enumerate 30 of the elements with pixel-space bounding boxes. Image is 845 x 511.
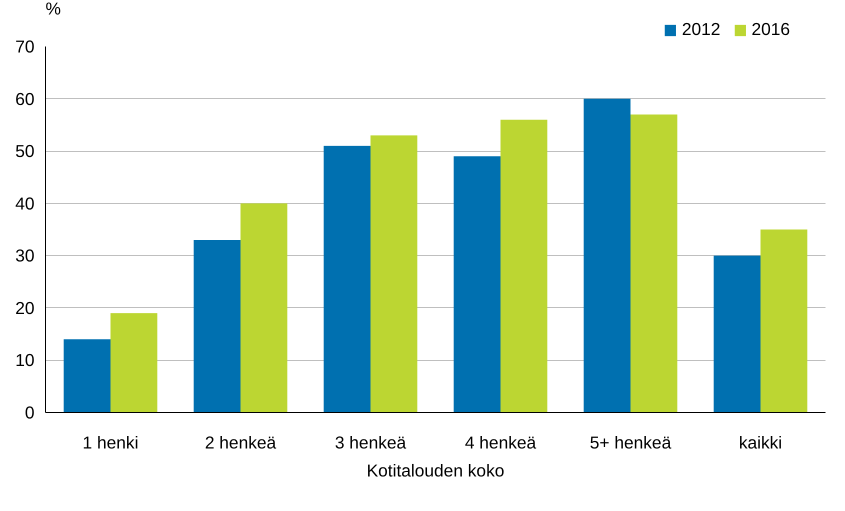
bar bbox=[110, 313, 158, 412]
x-tick-label: 2 henkeä bbox=[204, 432, 277, 452]
bar bbox=[630, 114, 678, 412]
bar bbox=[454, 156, 500, 412]
y-tick-label: 60 bbox=[15, 88, 35, 109]
y-tick-label: 30 bbox=[15, 246, 35, 266]
bar bbox=[500, 120, 548, 412]
y-tick-label: 40 bbox=[15, 193, 35, 214]
y-tick-label: 70 bbox=[15, 36, 35, 56]
x-tick-label: 4 henkeä bbox=[464, 432, 537, 452]
x-axis-title: Kotitalouden koko bbox=[366, 460, 504, 480]
x-tick-label: 5+ henkeä bbox=[590, 432, 672, 452]
bar bbox=[714, 256, 760, 412]
x-tick-label: kaikki bbox=[738, 432, 782, 452]
y-axis-title: % bbox=[46, 0, 61, 18]
y-tick-label: 50 bbox=[15, 141, 35, 162]
legend-label: 2016 bbox=[751, 19, 790, 40]
bar bbox=[760, 230, 808, 412]
bar bbox=[194, 240, 240, 412]
x-tick-label: 1 henki bbox=[82, 432, 138, 452]
x-tick-label: 3 henkeä bbox=[334, 432, 407, 452]
bar bbox=[324, 146, 370, 412]
y-tick-label: 10 bbox=[15, 350, 35, 370]
bar bbox=[240, 203, 288, 412]
y-tick-label: 0 bbox=[24, 402, 35, 422]
bar bbox=[584, 98, 630, 412]
bar bbox=[64, 339, 110, 412]
y-tick-label: 20 bbox=[15, 298, 35, 318]
bar bbox=[370, 135, 418, 412]
legend-label: 2012 bbox=[682, 19, 720, 40]
